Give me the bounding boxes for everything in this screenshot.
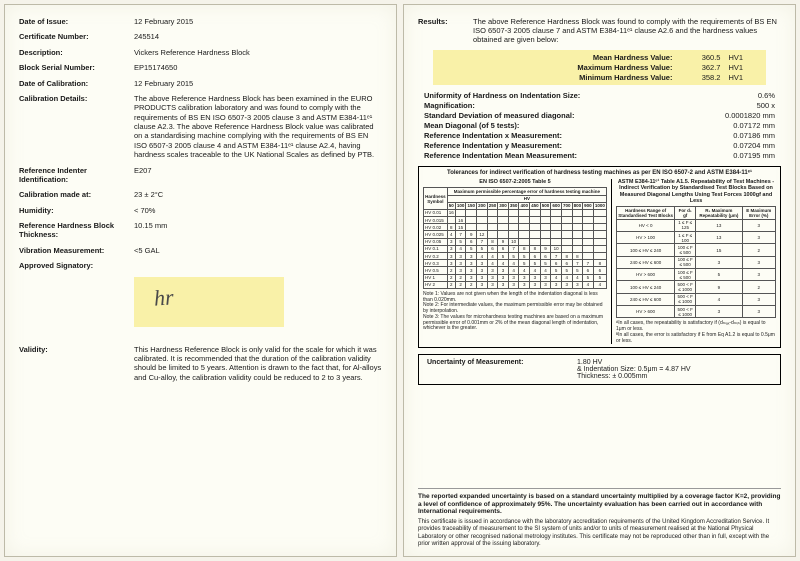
label-cal-at: Calibration made at: (19, 190, 134, 199)
label-date-cal: Date of Calibration: (19, 79, 134, 88)
footer-bold: The reported expanded uncertainty is bas… (418, 488, 781, 516)
value-results: The above Reference Hardness Block was f… (473, 17, 781, 44)
tolerance-title: Tolerances for indirect verification of … (423, 170, 776, 177)
astm-subtitle: ASTM E384-11ᵉ¹ Table A1.5. Repeatability… (616, 179, 776, 204)
highlighted-values: Mean Hardness Value: 360.5 HV1 Maximum Har… (433, 50, 767, 85)
metric-value: 500 x (757, 101, 775, 110)
value-indenter: E207 (134, 166, 382, 185)
iso-table-section: EN ISO 6507-2:2005 Table 5 HardnessSymbo… (423, 179, 607, 344)
metric-label: Uniformity of Hardness on Indentation Si… (424, 91, 580, 100)
value-date-cal: 12 February 2015 (134, 79, 382, 88)
iso-table: HardnessSymbolMaximum permissible percen… (423, 187, 607, 288)
value-cert-no: 245514 (134, 32, 382, 41)
label-results: Results: (418, 17, 473, 44)
metric-label: Reference Indentation y Measurement: (424, 141, 562, 150)
label-date-issue: Date of Issue: (19, 17, 134, 26)
astm-table: Hardness Range of Standardised Test Bloc… (616, 206, 776, 318)
label-cert-no: Certificate Number: (19, 32, 134, 41)
metric-label: Reference Indentation Mean Measurement: (424, 151, 577, 160)
metric-label: Standard Deviation of measured diagonal: (424, 111, 574, 120)
uncertainty-box: Uncertainty of Measurement: 1.80 HV & In… (418, 354, 781, 385)
metric-value: 0.07186 mm (733, 131, 775, 140)
value-humidity: < 70% (134, 206, 382, 215)
value-description: Vickers Reference Hardness Block (134, 48, 382, 57)
mean-value: 360.5 (680, 53, 720, 63)
uncert-v2: & Indentation Size: 0.5μm = 4.87 HV (577, 366, 772, 373)
mean-label: Mean Hardness Value: (441, 53, 673, 63)
uncert-label: Uncertainty of Measurement: (427, 359, 577, 380)
max-value: 362.7 (680, 63, 720, 73)
footer: The reported expanded uncertainty is bas… (418, 488, 781, 548)
value-validity: This Hardness Reference Block is only va… (134, 345, 382, 383)
label-serial: Block Serial Number: (19, 63, 134, 72)
label-indenter: Reference Indenter Identification: (19, 166, 134, 185)
metric-label: Reference Indentation x Measurement: (424, 131, 562, 140)
value-vibration: <5 GAL (134, 246, 382, 255)
mean-unit: HV1 (728, 53, 758, 63)
metric-value: 0.07204 mm (733, 141, 775, 150)
max-unit: HV1 (728, 63, 758, 73)
value-thickness: 10.15 mm (134, 221, 382, 240)
value-date-issue: 12 February 2015 (134, 17, 382, 26)
iso-notes: Note 1: Values are not given when the le… (423, 292, 607, 332)
max-label: Maximum Hardness Value: (441, 63, 673, 73)
label-signatory: Approved Signatory: (19, 261, 134, 270)
label-humidity: Humidity: (19, 206, 134, 215)
label-thickness: Reference Hardness Block Thickness: (19, 221, 134, 240)
signature-scrawl: hr (153, 284, 174, 311)
astm-notes: ᴬIn all cases, the repeatability is sati… (616, 321, 776, 344)
metric-label: Magnification: (424, 101, 475, 110)
metric-value: 0.0001820 mm (725, 111, 775, 120)
min-label: Minimum Hardness Value: (441, 73, 673, 83)
value-serial: EP15174650 (134, 63, 382, 72)
label-vibration: Vibration Measurement: (19, 246, 134, 255)
iso-subtitle: EN ISO 6507-2:2005 Table 5 (423, 179, 607, 185)
metrics-list: Uniformity of Hardness on Indentation Si… (418, 91, 781, 160)
value-cal-details: The above Reference Hardness Block has b… (134, 94, 382, 160)
value-cal-at: 23 ± 2°C (134, 190, 382, 199)
min-value: 358.2 (680, 73, 720, 83)
footer-small: This certificate is issued in accordance… (418, 519, 781, 548)
certificate-right-page: Results: The above Reference Hardness Bl… (403, 4, 796, 557)
metric-value: 0.07172 mm (733, 121, 775, 130)
metric-label: Mean Diagonal (of 5 tests): (424, 121, 519, 130)
tolerance-box: Tolerances for indirect verification of … (418, 166, 781, 348)
metric-value: 0.07195 mm (733, 151, 775, 160)
label-validity: Validity: (19, 345, 134, 383)
astm-table-section: ASTM E384-11ᵉ¹ Table A1.5. Repeatability… (611, 179, 776, 344)
min-unit: HV1 (728, 73, 758, 83)
uncert-v3: Thickness: ± 0.005mm (577, 373, 772, 380)
label-cal-details: Calibration Details: (19, 94, 134, 160)
label-description: Description: (19, 48, 134, 57)
signature-box: hr (134, 277, 284, 327)
certificate-left-page: Date of Issue:12 February 2015 Certifica… (4, 4, 397, 557)
metric-value: 0.6% (758, 91, 775, 100)
uncert-v1: 1.80 HV (577, 359, 772, 366)
